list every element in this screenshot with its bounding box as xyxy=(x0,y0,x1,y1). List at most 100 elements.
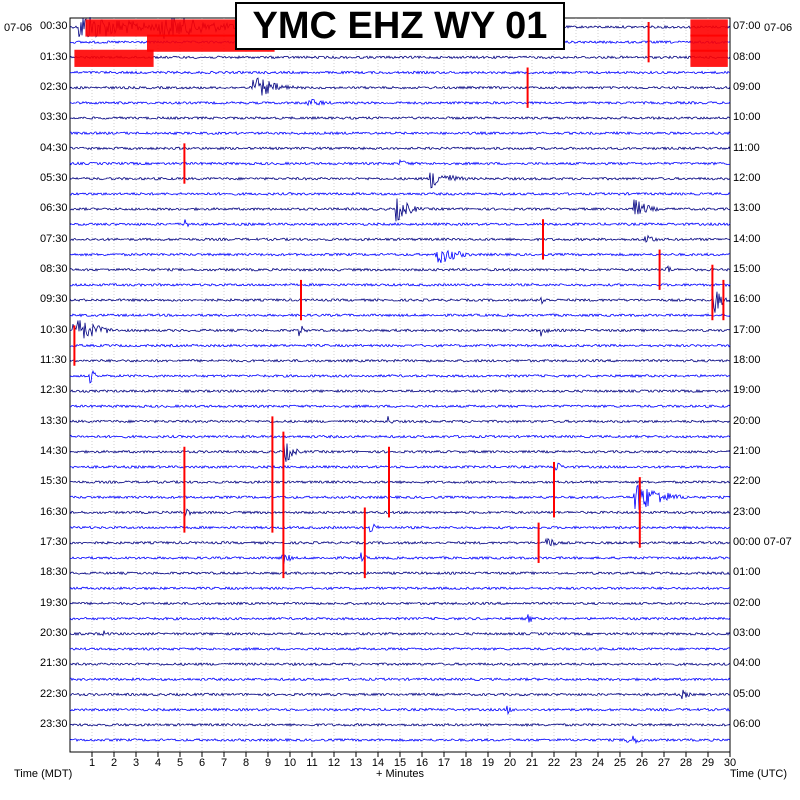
x-tick-label: 23 xyxy=(570,757,582,769)
trace-line xyxy=(69,313,731,318)
right-time-label: 07:00 xyxy=(733,20,761,33)
chart-title: YMC EHZ WY 01 xyxy=(252,4,548,47)
right-time-label: 16:00 xyxy=(733,293,761,306)
trace-line xyxy=(69,571,731,576)
trace-line xyxy=(69,77,731,96)
x-tick-label: 29 xyxy=(702,757,714,769)
trace-line xyxy=(69,265,730,273)
left-date-label: 07-06 xyxy=(4,22,33,34)
x-tick-label: 2 xyxy=(111,757,117,769)
left-time-label: 03:30 xyxy=(40,111,68,124)
left-time-label: 20:30 xyxy=(40,626,68,639)
x-tick-label: 20 xyxy=(504,757,516,769)
trace-line xyxy=(69,291,731,313)
x-tick-label: 27 xyxy=(658,757,670,769)
right-time-label: 08:00 xyxy=(733,50,761,63)
x-axis-label: + Minutes xyxy=(376,768,424,780)
right-time-label: 20:00 xyxy=(733,414,761,427)
clip-segment xyxy=(74,49,154,67)
trace-line xyxy=(69,630,731,637)
right-time-label: 15:00 xyxy=(733,262,761,275)
trace-line xyxy=(69,404,731,409)
x-tick-label: 1 xyxy=(89,757,95,769)
trace-line xyxy=(69,484,731,510)
trace-line xyxy=(69,443,731,462)
x-tick-label: 16 xyxy=(416,757,428,769)
trace-line xyxy=(69,434,731,439)
right-time-label: 03:00 xyxy=(733,626,761,639)
left-time-label: 17:30 xyxy=(40,535,68,548)
trace-line xyxy=(69,646,731,652)
right-time-label: 23:00 xyxy=(733,505,761,518)
right-time-label: 01:00 xyxy=(733,566,761,579)
trace-line xyxy=(69,191,731,196)
trace-line xyxy=(69,689,731,700)
trace-line xyxy=(69,198,731,222)
clip-segment xyxy=(690,49,728,67)
trace-line xyxy=(69,661,731,667)
trace-line xyxy=(69,70,731,75)
right-time-label: 04:00 xyxy=(733,657,761,670)
trace-line xyxy=(69,508,731,518)
trace-line xyxy=(69,537,731,547)
right-axis-label: Time (UTC) xyxy=(730,768,788,780)
left-time-label: 13:30 xyxy=(40,414,68,427)
left-axis-label: Time (MDT) xyxy=(14,768,73,780)
trace-line xyxy=(69,282,731,287)
trace-line xyxy=(69,320,731,339)
x-tick-label: 24 xyxy=(592,757,604,769)
x-tick-label: 22 xyxy=(548,757,560,769)
right-time-label: 09:00 xyxy=(733,80,761,93)
right-time-label: 12:00 xyxy=(733,171,761,184)
left-time-label: 16:30 xyxy=(40,505,68,518)
x-tick-label: 19 xyxy=(482,757,494,769)
left-time-label: 14:30 xyxy=(40,444,68,457)
left-time-label: 19:30 xyxy=(40,596,68,609)
x-tick-label: 14 xyxy=(372,757,384,769)
right-time-label: 14:00 xyxy=(733,232,761,245)
trace-line xyxy=(69,369,731,384)
trace-line xyxy=(69,479,731,485)
left-time-label: 10:30 xyxy=(40,323,68,336)
x-tick-label: 21 xyxy=(526,757,538,769)
x-tick-label: 5 xyxy=(177,757,183,769)
left-time-label: 04:30 xyxy=(40,141,68,154)
clip-group xyxy=(73,19,728,579)
x-tick-label: 8 xyxy=(243,757,249,769)
left-time-label: 05:30 xyxy=(40,171,68,184)
trace-line xyxy=(69,131,731,136)
left-time-label: 23:30 xyxy=(40,717,68,730)
trace-line xyxy=(69,552,731,564)
left-time-label: 09:30 xyxy=(40,293,68,306)
trace-line xyxy=(69,249,731,263)
trace-line xyxy=(70,677,731,682)
trace-line xyxy=(69,735,731,745)
right-time-label: 13:00 xyxy=(733,202,761,215)
trace-line xyxy=(69,523,731,533)
trace-line xyxy=(69,158,731,166)
x-tick-label: 6 xyxy=(199,757,205,769)
left-time-label: 11:30 xyxy=(40,353,67,366)
left-time-label: 06:30 xyxy=(40,202,68,215)
x-tick-label: 4 xyxy=(155,757,161,769)
x-tick-label: 26 xyxy=(636,757,648,769)
trace-line xyxy=(69,586,731,591)
right-date-label: 07-06 xyxy=(764,22,793,34)
trace-line xyxy=(69,98,731,107)
x-tick-label: 30 xyxy=(724,757,736,769)
clip-segment xyxy=(690,19,728,37)
left-time-label: 00:30 xyxy=(40,20,68,33)
right-time-label: 17:00 xyxy=(733,323,761,336)
right-time-label: 18:00 xyxy=(733,353,761,366)
x-tick-label: 3 xyxy=(133,757,139,769)
left-time-label: 15:30 xyxy=(40,475,68,488)
x-tick-label: 7 xyxy=(221,757,227,769)
right-time-label: 11:00 xyxy=(733,141,760,154)
right-time-label: 22:00 xyxy=(733,475,761,488)
trace-line xyxy=(69,462,731,471)
left-time-label: 12:30 xyxy=(40,384,68,397)
trace-line xyxy=(69,219,731,228)
right-time-label: 06:00 xyxy=(733,717,761,730)
trace-line xyxy=(69,146,731,151)
right-time-label: 21:00 xyxy=(733,444,761,457)
